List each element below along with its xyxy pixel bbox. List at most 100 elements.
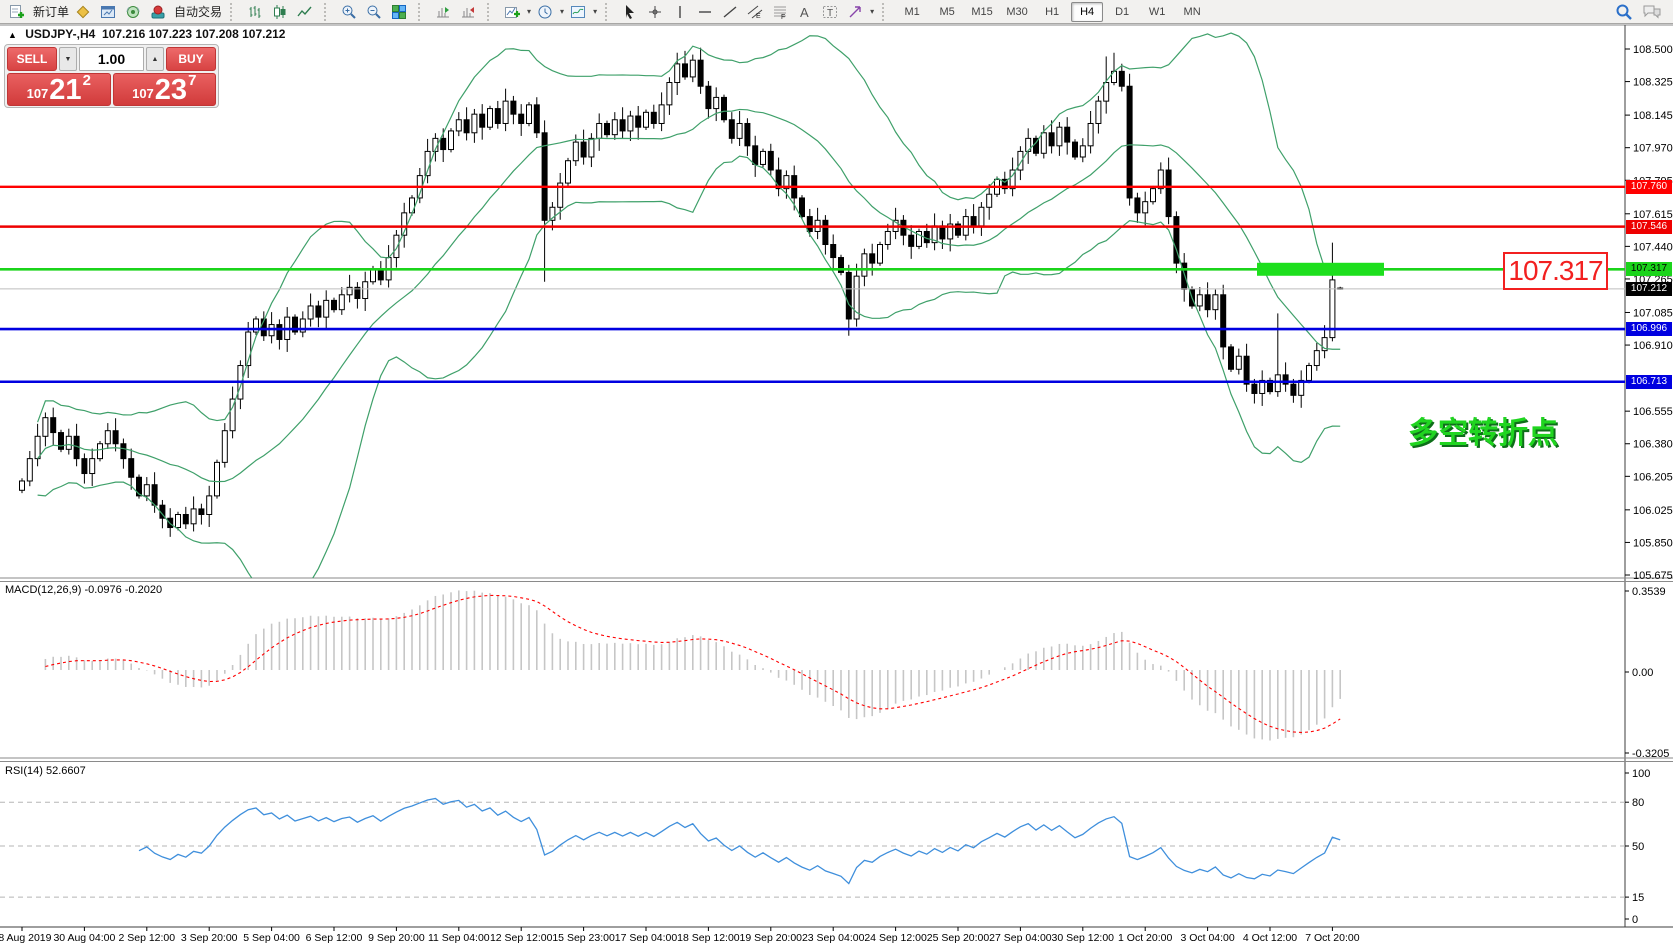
sell-price-button[interactable]: 107 21 2 (7, 73, 111, 106)
svg-text:106.025: 106.025 (1633, 505, 1673, 517)
sell-price-prefix: 107 (26, 86, 49, 101)
price-callout-label[interactable]: 107.317 (1503, 252, 1608, 290)
svg-text:106.910: 106.910 (1633, 340, 1673, 352)
svg-text:107.970: 107.970 (1633, 143, 1673, 155)
timeframe-button-h4[interactable]: H4 (1071, 1, 1104, 22)
svg-text:0.3539: 0.3539 (1632, 586, 1666, 598)
equidistant-channel-icon[interactable]: E (744, 1, 766, 23)
svg-text:107.440: 107.440 (1633, 241, 1673, 253)
period-caret[interactable]: ▾ (560, 7, 565, 16)
symbol-timeframe: USDJPY-,H4 (25, 27, 96, 41)
bar-chart-icon[interactable] (244, 1, 266, 23)
collapse-panel-icon[interactable]: ▲ (8, 30, 17, 40)
fibonacci-icon[interactable]: F (769, 1, 791, 23)
price-level-chip: 107.317 (1626, 262, 1672, 277)
buy-price-button[interactable]: 107 23 7 (112, 72, 216, 106)
volume-input[interactable] (79, 47, 144, 71)
timeframe-button-w1[interactable]: W1 (1148, 5, 1166, 18)
chart-ohlc-title: ▲ USDJPY-,H4 107.216 107.223 107.208 107… (8, 27, 285, 41)
cursor-icon[interactable] (619, 1, 641, 23)
autotrade-icon[interactable] (147, 1, 169, 23)
add-indicator-icon[interactable] (501, 1, 523, 23)
arrows-icon[interactable] (844, 1, 866, 23)
autotrade-button[interactable]: 自动交易 (174, 5, 223, 19)
svg-text:27 Sep 04:00: 27 Sep 04:00 (989, 932, 1052, 944)
toolbar-grip (324, 2, 330, 21)
timeframe-button-mn[interactable]: MN (1183, 5, 1201, 18)
sell-button[interactable]: SELL (7, 47, 57, 71)
price-level-chip: 107.760 (1626, 179, 1672, 194)
horizontal-line-icon[interactable] (694, 1, 716, 23)
add-indicator-caret[interactable]: ▾ (527, 7, 532, 16)
highlight-zone[interactable] (1257, 262, 1384, 276)
buy-price-big: 23 (154, 74, 188, 106)
svg-text:1 Oct 20:00: 1 Oct 20:00 (1118, 932, 1172, 944)
new-order-icon[interactable] (6, 1, 28, 23)
toolbar-group-standard: 新订单 自动交易 (2, 1, 226, 23)
sell-price-big: 21 (49, 74, 82, 106)
buy-button[interactable]: BUY (166, 47, 216, 71)
svg-text:30 Aug 04:00: 30 Aug 04:00 (53, 932, 115, 944)
buy-price-pip: 7 (188, 72, 197, 89)
period-clock-icon[interactable] (534, 1, 556, 23)
svg-text:50: 50 (1632, 841, 1644, 853)
one-click-trading-panel: SELL ▼ ▲ BUY 107 21 2 107 23 7 (4, 44, 219, 108)
new-order-button[interactable]: 新订单 (33, 5, 70, 19)
macd-label: MACD(12,26,9) -0.0976 -0.2020 (5, 584, 163, 596)
price-level-chip: 107.212 (1626, 281, 1672, 296)
svg-text:2 Sep 12:00: 2 Sep 12:00 (118, 932, 175, 944)
svg-text:18 Sep 12:00: 18 Sep 12:00 (677, 932, 740, 944)
toolbar-group-objects: E F A T ▾ (615, 1, 878, 23)
main-toolbar: 新订单 自动交易 (0, 0, 1673, 24)
navigator-icon[interactable] (122, 1, 144, 23)
price-level-chip: 106.996 (1626, 322, 1672, 337)
svg-text:T: T (827, 8, 833, 19)
turning-point-annotation[interactable]: 多空转折点 (1408, 417, 1558, 450)
search-icon[interactable] (1613, 1, 1635, 23)
indicator-window-down-icon[interactable] (457, 1, 479, 23)
candlestick-chart-icon[interactable] (269, 1, 291, 23)
toolbar-right (1613, 1, 1671, 23)
price-level-chip: 106.713 (1626, 374, 1672, 389)
svg-text:-0.3205: -0.3205 (1632, 748, 1669, 760)
svg-text:F: F (781, 14, 785, 20)
svg-text:106.555: 106.555 (1633, 406, 1673, 418)
toolbar-grip (418, 2, 424, 21)
svg-text:19 Sep 20:00: 19 Sep 20:00 (740, 932, 803, 944)
svg-text:23 Sep 04:00: 23 Sep 04:00 (802, 932, 865, 944)
chat-icon[interactable] (1641, 1, 1663, 23)
timeframe-button-m5[interactable]: M5 (939, 5, 955, 18)
template-icon[interactable] (567, 1, 589, 23)
crosshair-icon[interactable] (644, 1, 666, 23)
timeframe-button-m1[interactable]: M1 (904, 5, 920, 18)
trendline-icon[interactable] (719, 1, 741, 23)
zoom-in-icon[interactable] (338, 1, 360, 23)
svg-text:11 Sep 04:00: 11 Sep 04:00 (428, 932, 490, 944)
text-icon[interactable]: A (794, 1, 816, 23)
tile-windows-icon[interactable] (388, 1, 410, 23)
toolbar-grip (882, 2, 888, 21)
timeframe-button-d1[interactable]: D1 (1115, 5, 1130, 18)
timeframe-button-m30[interactable]: M30 (1006, 5, 1028, 18)
text-label-icon[interactable]: T (819, 1, 841, 23)
timeframe-button-h1[interactable]: H1 (1045, 5, 1060, 18)
arrows-caret[interactable]: ▾ (870, 7, 875, 16)
svg-text:105.850: 105.850 (1633, 537, 1673, 549)
line-chart-icon[interactable] (294, 1, 316, 23)
svg-text:4 Oct 12:00: 4 Oct 12:00 (1243, 932, 1297, 944)
zoom-out-icon[interactable] (363, 1, 385, 23)
svg-text:108.500: 108.500 (1633, 44, 1673, 56)
indicator-window-up-icon[interactable] (432, 1, 454, 23)
svg-text:106.380: 106.380 (1633, 439, 1673, 451)
volume-decrease-button[interactable]: ▼ (59, 47, 77, 71)
svg-text:3 Oct 04:00: 3 Oct 04:00 (1180, 932, 1234, 944)
volume-increase-button[interactable]: ▲ (146, 47, 164, 71)
vertical-line-icon[interactable] (669, 1, 691, 23)
svg-text:A: A (800, 5, 809, 20)
timeframe-button-m15[interactable]: M15 (971, 5, 993, 18)
market-watch-icon[interactable] (72, 1, 94, 23)
template-caret[interactable]: ▾ (593, 7, 598, 16)
rsi-label: RSI(14) 52.6607 (5, 765, 86, 777)
data-window-icon[interactable] (97, 1, 119, 23)
